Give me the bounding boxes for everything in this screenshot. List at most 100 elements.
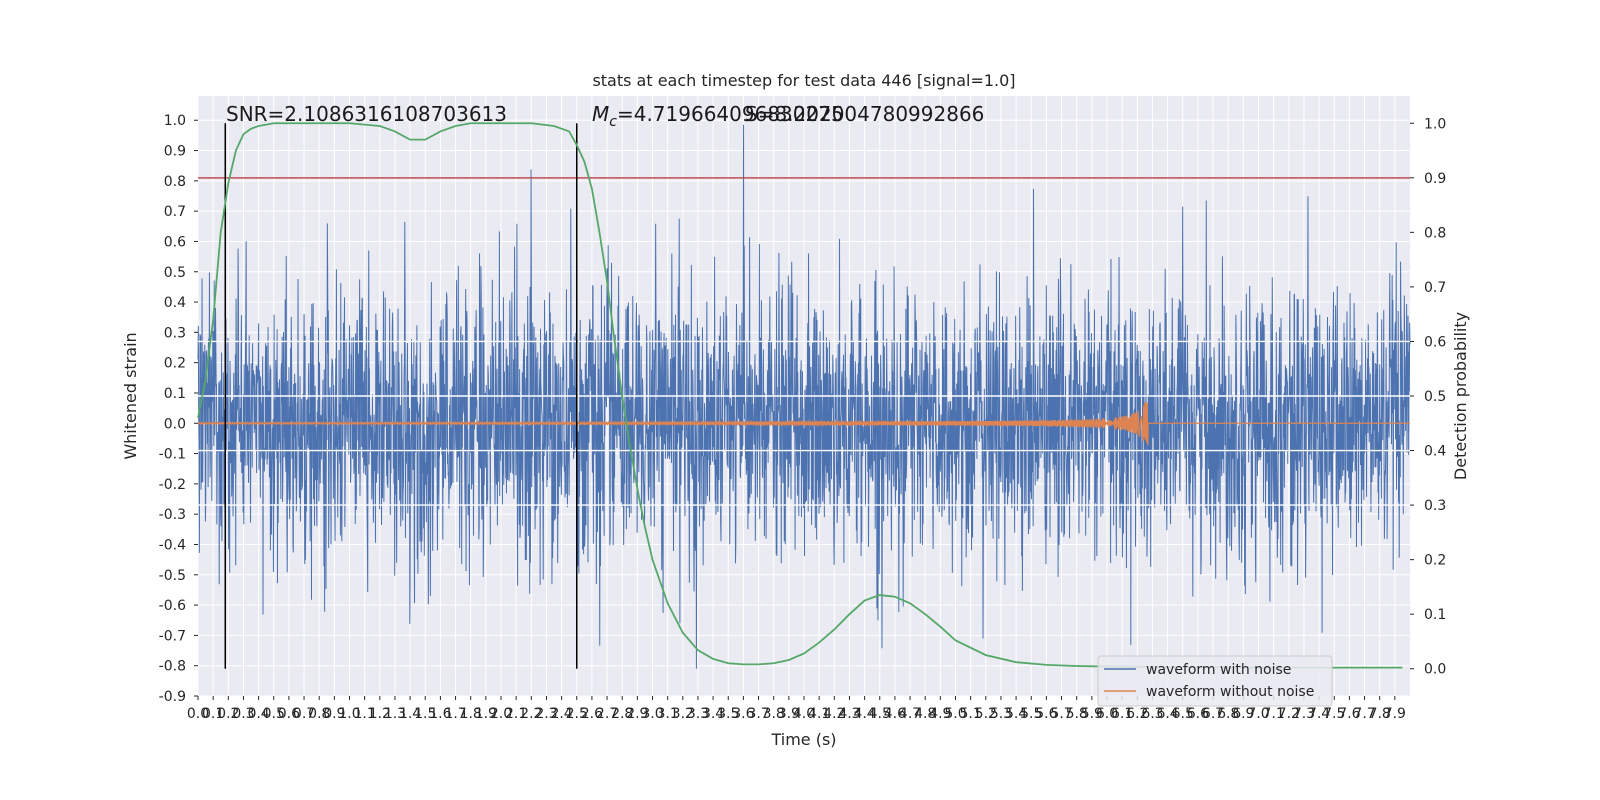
x-tick-label: 5.5 <box>1020 706 1042 722</box>
x-tick-label: 5.4 <box>1005 706 1027 722</box>
x-tick-label: 2.0 <box>490 706 512 722</box>
x-tick-label: 2.1 <box>505 706 527 722</box>
x-tick-label: 2.2 <box>520 706 542 722</box>
y-axis-label-right: Detection probability <box>1451 312 1470 480</box>
legend-label-noise: waveform with noise <box>1146 662 1291 678</box>
ticks: 0.00.10.20.30.40.50.60.70.80.91.01.11.21… <box>159 113 1447 722</box>
detection-probability-line <box>197 122 1403 669</box>
y-right-tick-label: 0.0 <box>1424 662 1446 678</box>
x-tick-label: 3.9 <box>778 706 800 722</box>
chart-title: stats at each timestep for test data 446… <box>592 71 1015 90</box>
y-left-tick-label: -0.1 <box>159 447 186 463</box>
x-tick-label: 0.3 <box>232 706 254 722</box>
x-tick-label: 7.7 <box>1353 706 1375 722</box>
x-tick-label: 6.2 <box>1126 706 1148 722</box>
x-tick-label: 7.8 <box>1369 706 1391 722</box>
y-left-tick-label: 0.9 <box>164 144 186 160</box>
y-left-tick-label: -0.5 <box>159 568 186 584</box>
x-tick-label: 1.8 <box>460 706 482 722</box>
x-tick-label: 7.5 <box>1323 706 1345 722</box>
y-left-tick-label: 1.0 <box>164 113 186 129</box>
x-tick-label: 2.7 <box>596 706 618 722</box>
x-tick-label: 5.1 <box>960 706 982 722</box>
x-tick-label: 7.9 <box>1384 706 1406 722</box>
y-right-tick-label: 0.1 <box>1424 607 1446 623</box>
x-tick-label: 2.3 <box>535 706 557 722</box>
series-waveform-without-noise <box>197 402 1410 446</box>
x-tick-label: 6.5 <box>1172 706 1194 722</box>
x-tick-label: 2.6 <box>581 706 603 722</box>
y-axis-label-left: Whitened strain <box>121 332 140 459</box>
y-right-tick-label: 0.8 <box>1424 225 1446 241</box>
y-left-tick-label: -0.4 <box>159 537 186 553</box>
x-tick-label: 3.1 <box>657 706 679 722</box>
x-tick-label: 4.9 <box>929 706 951 722</box>
x-tick-label: 5.2 <box>975 706 997 722</box>
x-tick-label: 3.4 <box>702 706 724 722</box>
chirp-mass-value: =4.719664096830275 <box>617 102 844 126</box>
y-right-tick-label: 0.3 <box>1424 498 1446 514</box>
x-tick-label: 1.5 <box>414 706 436 722</box>
x-tick-label: 5.9 <box>1081 706 1103 722</box>
x-tick-label: 0.2 <box>217 706 239 722</box>
series-waveform-with-noise <box>197 124 1411 669</box>
x-tick-label: 6.7 <box>1202 706 1224 722</box>
x-tick-label: 5.8 <box>1066 706 1088 722</box>
x-tick-label: 5.7 <box>1050 706 1072 722</box>
x-tick-label: 0.9 <box>323 706 345 722</box>
y-left-tick-label: -0.6 <box>159 598 186 614</box>
horizontal-white-bands <box>198 340 1410 506</box>
y-left-tick-label: 0.7 <box>164 204 186 220</box>
x-tick-label: 0.8 <box>308 706 330 722</box>
x-tick-label: 7.3 <box>1293 706 1315 722</box>
y-left-tick-label: 0.0 <box>164 416 186 432</box>
x-tick-label: 5.3 <box>990 706 1012 722</box>
x-tick-label: 6.4 <box>1156 706 1178 722</box>
y-right-tick-label: 0.4 <box>1424 444 1446 460</box>
x-tick-label: 6.9 <box>1232 706 1254 722</box>
x-tick-label: 3.8 <box>763 706 785 722</box>
y-left-tick-label: 0.4 <box>164 295 186 311</box>
y-right-tick-label: 0.9 <box>1424 171 1446 187</box>
x-tick-label: 4.6 <box>884 706 906 722</box>
x-tick-label: 0.4 <box>247 706 269 722</box>
x-tick-label: 1.2 <box>369 706 391 722</box>
x-tick-label: 1.7 <box>444 706 466 722</box>
x-tick-label: 1.0 <box>338 706 360 722</box>
y-left-tick-label: 0.1 <box>164 386 186 402</box>
x-tick-label: 1.1 <box>354 706 376 722</box>
x-tick-label: 4.5 <box>869 706 891 722</box>
y-left-tick-label: 0.2 <box>164 356 186 372</box>
chirp-mass-subscript: c <box>609 114 617 130</box>
x-tick-label: 7.4 <box>1308 706 1330 722</box>
x-tick-label: 1.6 <box>429 706 451 722</box>
snr-annotation: SNR=2.1086316108703613 <box>226 102 507 126</box>
y-left-tick-label: 0.8 <box>164 174 186 190</box>
x-tick-label: 5.6 <box>1035 706 1057 722</box>
legend-box <box>1097 655 1333 707</box>
x-tick-label: 4.8 <box>914 706 936 722</box>
chirp-mass-symbol: M <box>592 102 609 126</box>
x-tick-label: 2.9 <box>626 706 648 722</box>
y-right-tick-label: 0.7 <box>1424 280 1446 296</box>
y-right-tick-label: 1.0 <box>1424 116 1446 132</box>
x-tick-label: 6.1 <box>1111 706 1133 722</box>
x-tick-label: 0.5 <box>263 706 285 722</box>
x-tick-label: 4.3 <box>838 706 860 722</box>
y-left-tick-label: 0.6 <box>164 234 186 250</box>
x-tick-label: 2.8 <box>611 706 633 722</box>
chirp-mass-annotation: Mc=4.719664096830275 <box>592 102 844 130</box>
y-left-tick-label: -0.7 <box>159 628 186 644</box>
x-tick-label: 3.6 <box>732 706 754 722</box>
y-left-tick-label: -0.2 <box>159 477 186 493</box>
legend-label-clean: waveform without noise <box>1146 684 1314 700</box>
extra-annotation: S=8.202004780992866 <box>745 102 984 126</box>
x-tick-label: 4.1 <box>808 706 830 722</box>
y-left-tick-label: 0.5 <box>164 265 186 281</box>
x-tick-label: 6.8 <box>1217 706 1239 722</box>
x-tick-label: 1.9 <box>475 706 497 722</box>
y-left-tick-label: 0.3 <box>164 325 186 341</box>
x-tick-label: 3.7 <box>747 706 769 722</box>
x-tick-label: 6.3 <box>1141 706 1163 722</box>
x-tick-label: 7.6 <box>1338 706 1360 722</box>
